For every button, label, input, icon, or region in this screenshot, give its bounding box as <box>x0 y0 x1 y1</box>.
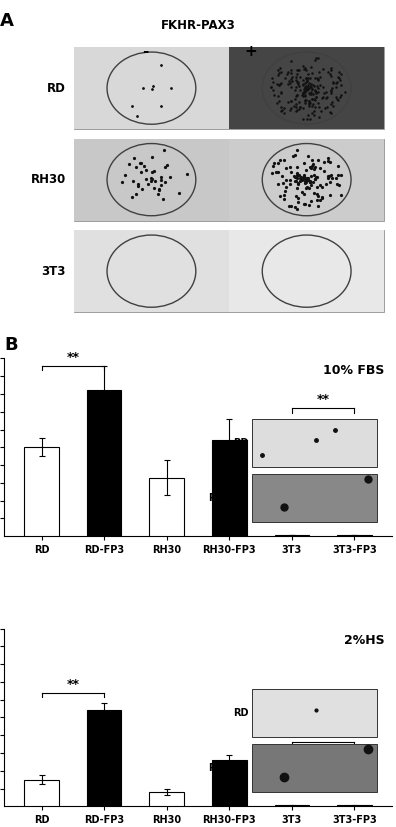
Bar <box>24 447 59 536</box>
Bar <box>229 47 384 129</box>
Text: **: ** <box>66 678 79 691</box>
Text: **: ** <box>317 728 330 740</box>
Bar <box>87 390 121 536</box>
Circle shape <box>262 235 351 308</box>
Bar <box>74 139 384 221</box>
Bar <box>150 792 184 806</box>
Bar <box>252 419 377 467</box>
Bar <box>87 710 121 806</box>
Bar <box>212 440 247 536</box>
Text: **: ** <box>66 351 79 364</box>
Bar <box>150 477 184 536</box>
Circle shape <box>107 52 196 124</box>
Bar <box>74 47 229 129</box>
Text: A: A <box>0 12 14 31</box>
Text: RD: RD <box>233 708 248 718</box>
Bar <box>252 744 377 792</box>
Text: **: ** <box>317 394 330 406</box>
Circle shape <box>262 144 351 216</box>
Text: RD-FP3: RD-FP3 <box>208 493 248 503</box>
Bar <box>74 47 384 129</box>
Bar <box>229 230 384 312</box>
Text: 3T3: 3T3 <box>42 265 66 278</box>
Text: FKHR-PAX3: FKHR-PAX3 <box>161 19 235 31</box>
Bar <box>74 230 229 312</box>
Circle shape <box>107 235 196 308</box>
Text: RD: RD <box>47 82 66 94</box>
Text: RD: RD <box>233 437 248 448</box>
Text: 2%HS: 2%HS <box>344 634 384 647</box>
Bar <box>337 535 372 536</box>
Bar <box>252 474 377 522</box>
Text: RD-FP3: RD-FP3 <box>208 763 248 773</box>
Bar <box>275 805 309 806</box>
Text: 10% FBS: 10% FBS <box>323 364 384 377</box>
Bar <box>275 535 309 536</box>
Text: +: + <box>244 44 257 59</box>
Text: -: - <box>143 44 149 59</box>
Text: RH30: RH30 <box>31 173 66 186</box>
Bar <box>212 760 247 806</box>
Bar <box>74 139 229 221</box>
Bar <box>74 230 384 312</box>
Bar <box>337 805 372 806</box>
Bar <box>229 139 384 221</box>
Text: B: B <box>4 337 17 354</box>
Circle shape <box>107 144 196 216</box>
Bar <box>252 689 377 737</box>
Circle shape <box>262 52 351 124</box>
Bar <box>24 780 59 806</box>
